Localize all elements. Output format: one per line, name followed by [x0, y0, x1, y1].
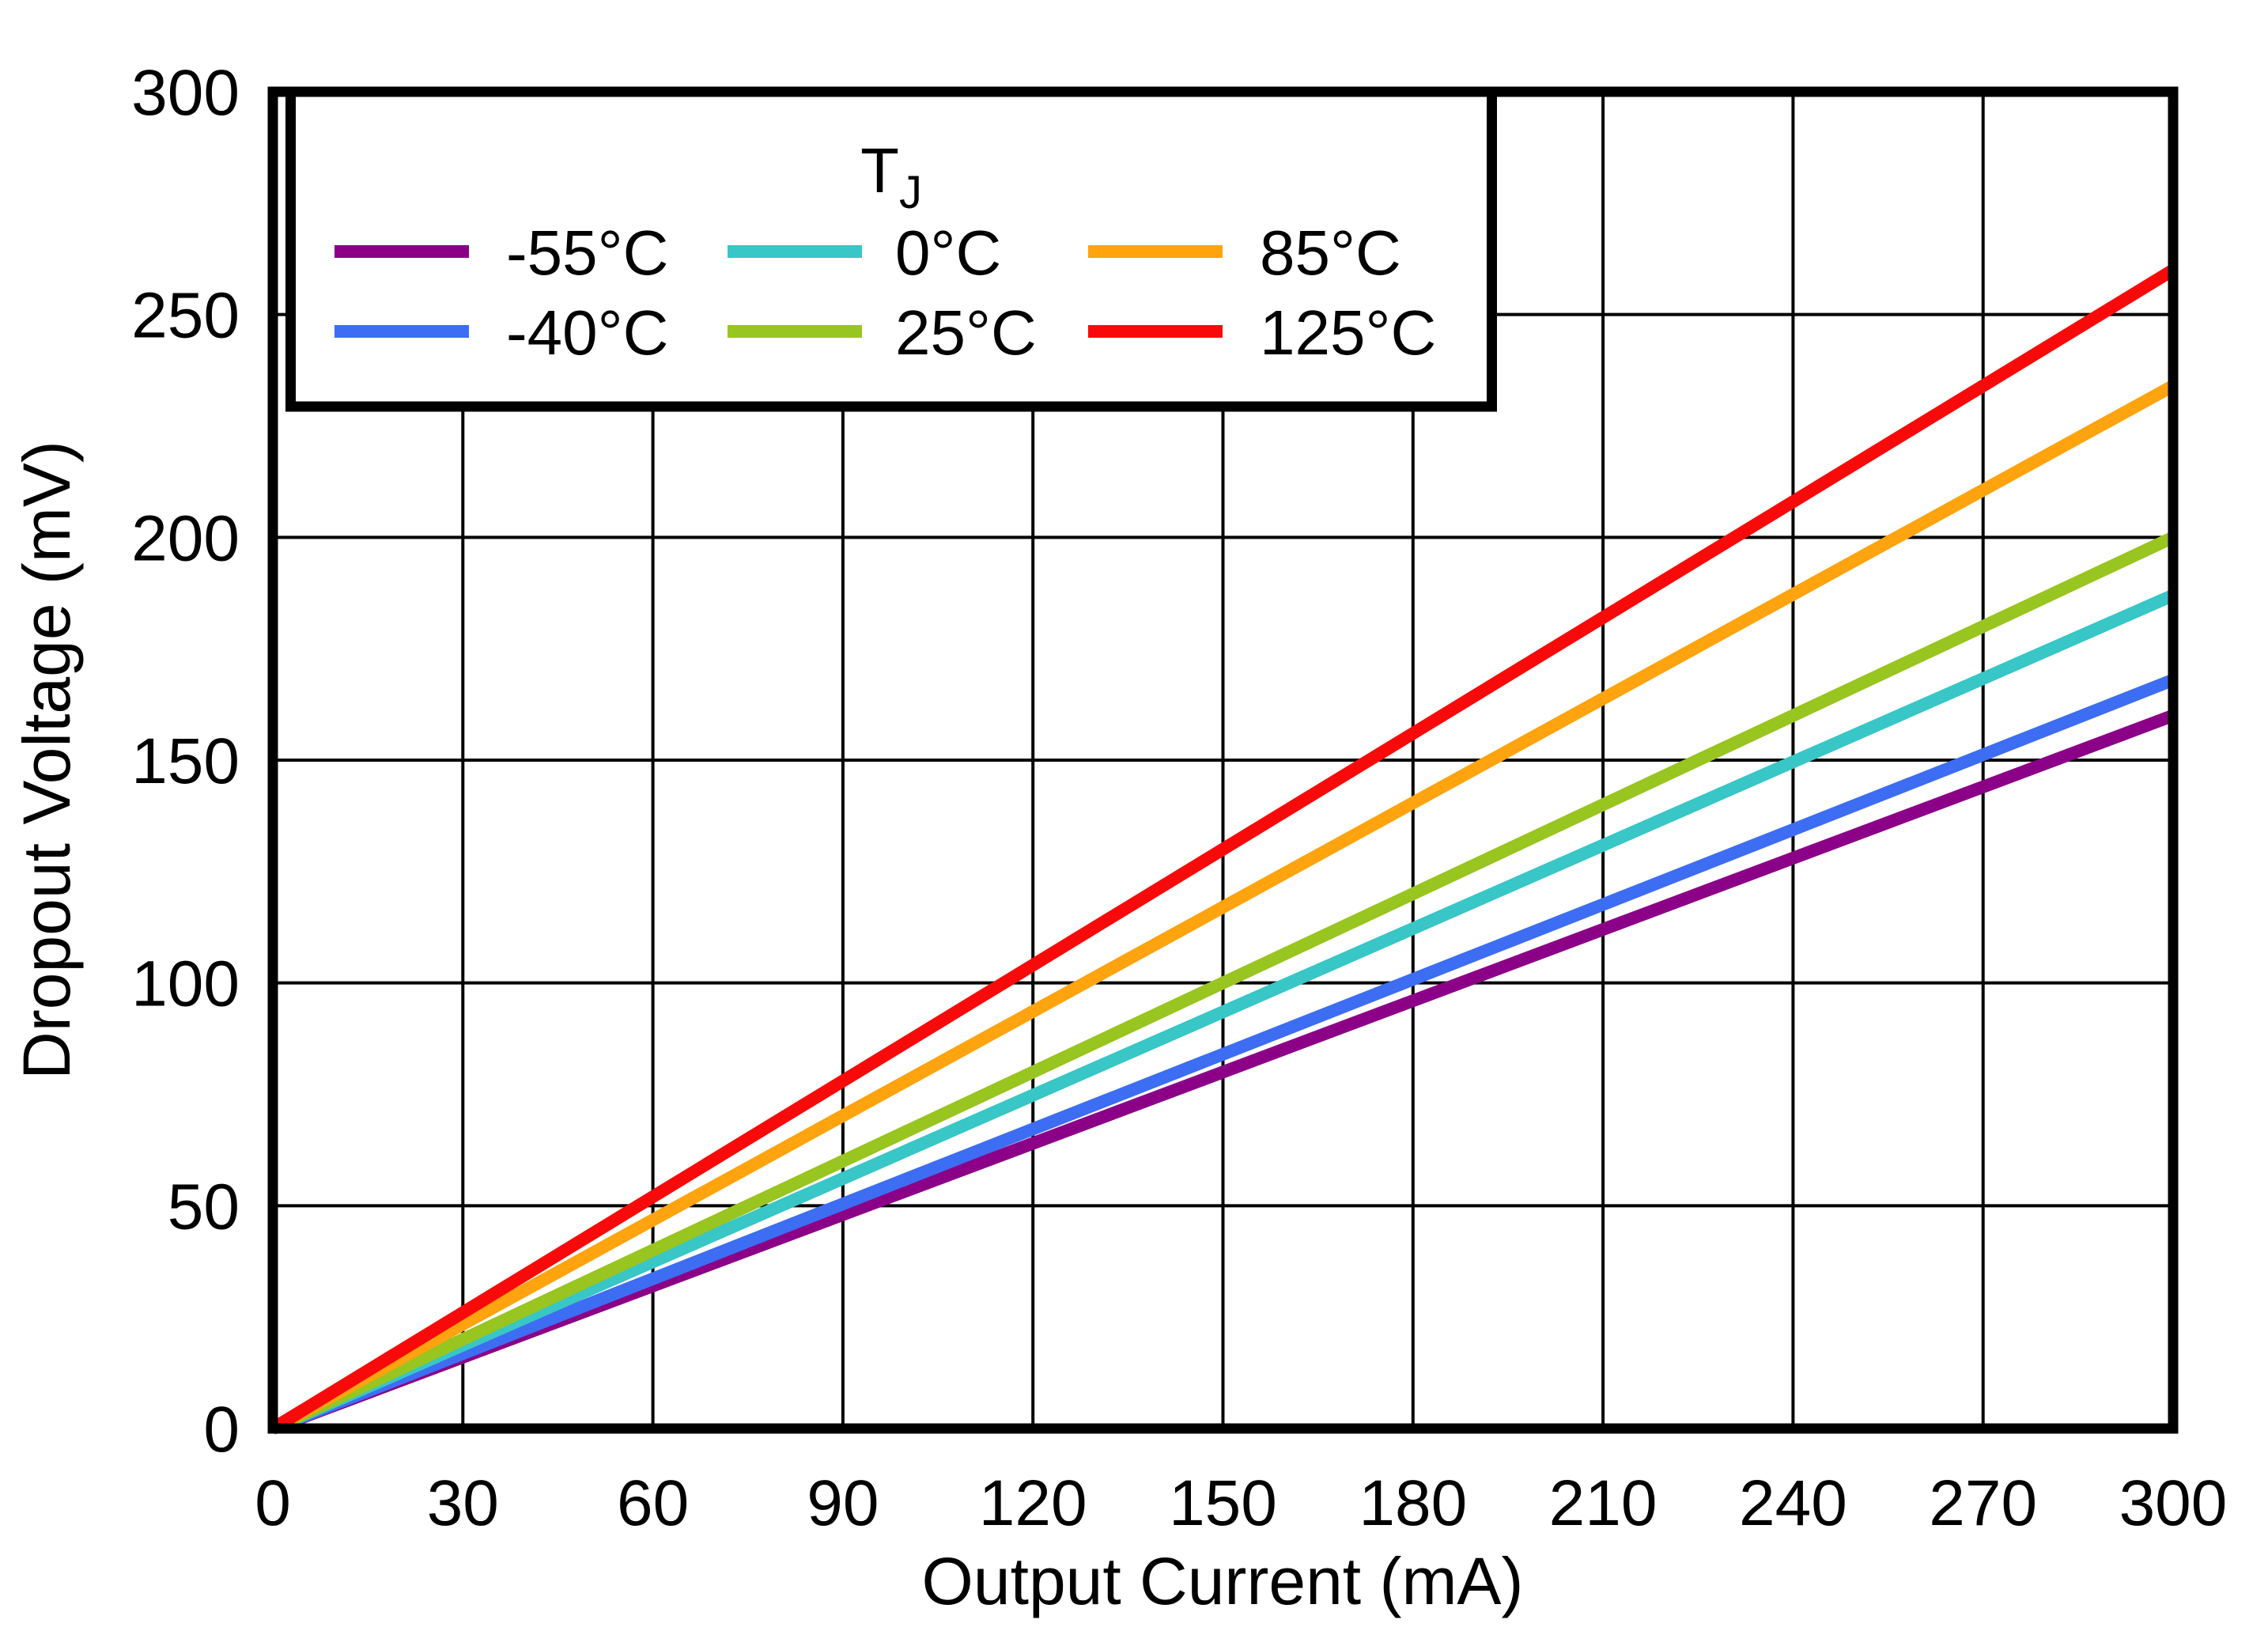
y-tick-label-250: 250 [131, 280, 240, 352]
x-tick-label-210: 210 [1549, 1467, 1658, 1539]
series-line-40-c [270, 674, 2175, 1435]
y-tick-label-0: 0 [203, 1394, 240, 1466]
x-tick-label-180: 180 [1359, 1467, 1467, 1539]
y-axis-title: Dropout Voltage (mV) [9, 441, 84, 1080]
legend-label-55-c: -55°C [506, 218, 668, 288]
x-tick-label-150: 150 [1169, 1467, 1277, 1539]
series-line-125-c [269, 264, 2177, 1434]
legend-label-0-c: 0°C [895, 218, 1001, 288]
x-tick-label-120: 120 [979, 1467, 1087, 1539]
x-tick-label-240: 240 [1739, 1467, 1847, 1539]
legend-label-85-c: 85°C [1260, 218, 1401, 288]
x-tick-label-30: 30 [427, 1467, 499, 1539]
series-line-25-c [270, 532, 2176, 1435]
x-tick-label-60: 60 [617, 1467, 689, 1539]
y-tick-label-100: 100 [131, 948, 240, 1020]
legend-label-25-c: 25°C [895, 297, 1037, 368]
legend-label-125-c: 125°C [1260, 297, 1436, 368]
series-line-0-c [270, 589, 2176, 1435]
legend: TJ -55°C -40°C 0°C 25°C 85°C 125°C [285, 86, 1497, 412]
legend-title: TJ [860, 135, 922, 218]
legend-label-40-c: -40°C [506, 297, 668, 368]
series-lines [269, 264, 2177, 1435]
y-tick-label-300: 300 [131, 57, 240, 129]
y-tick-label-150: 150 [131, 725, 240, 797]
series-line-85-c [270, 380, 2176, 1435]
x-tick-label-90: 90 [807, 1467, 879, 1539]
y-tick-label-200: 200 [131, 502, 240, 574]
y-tick-label-50: 50 [168, 1171, 240, 1243]
x-axis-title: Output Current (mA) [922, 1544, 1524, 1618]
tick-labels: 0 30 60 90 120 150 180 210 240 270 300 0 50 100 150 200… [131, 57, 2227, 1539]
x-tick-label-270: 270 [1929, 1467, 2037, 1539]
legend-box [285, 86, 1497, 412]
x-tick-label-0: 0 [255, 1467, 291, 1539]
x-tick-label-300: 300 [2119, 1467, 2228, 1539]
